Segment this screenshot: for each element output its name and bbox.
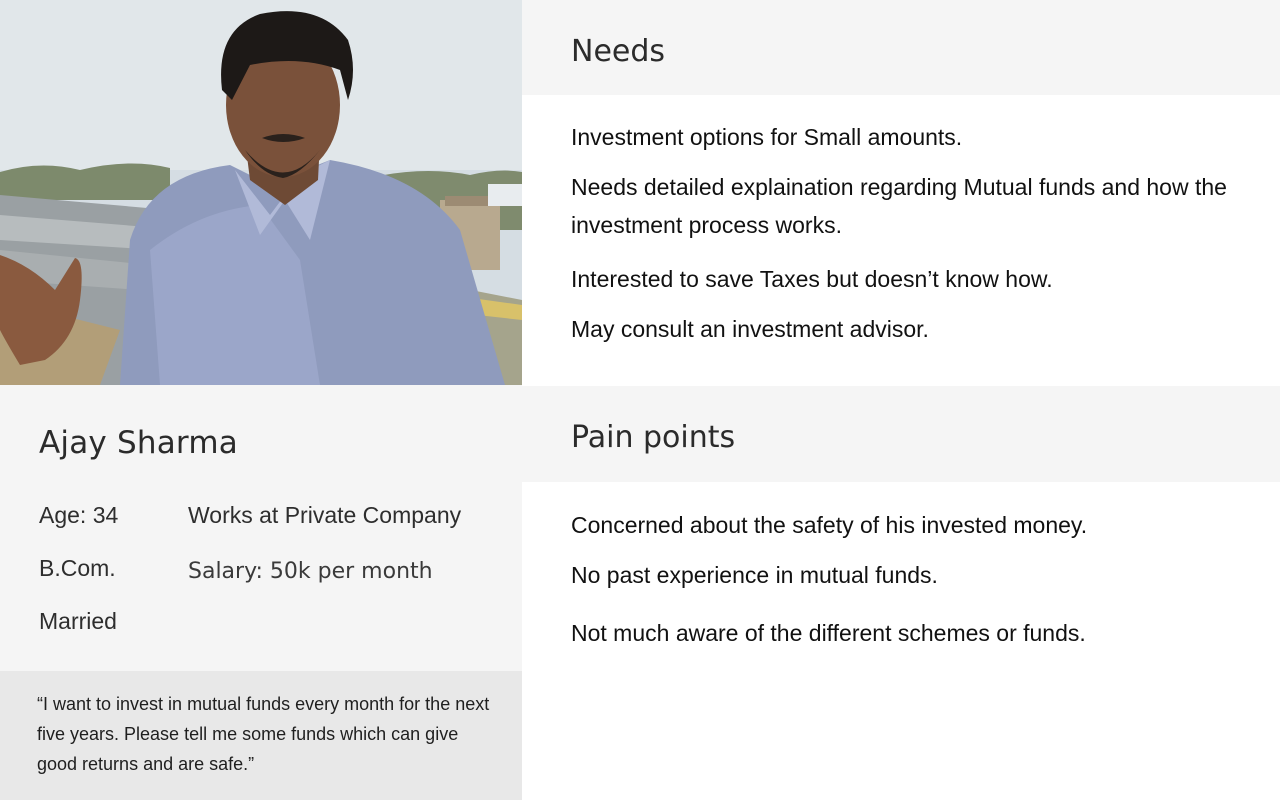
persona-occupation: Works at Private Company	[188, 502, 462, 528]
pain-point-item: Not much aware of the different schemes …	[571, 620, 1086, 646]
needs-item: Interested to save Taxes but doesn’t kno…	[571, 266, 1053, 292]
pain-points-header: Pain points	[522, 386, 1280, 482]
pain-point-item: No past experience in mutual funds.	[571, 562, 938, 588]
persona-profile: Ajay Sharma Age: 34 Works at Private Com…	[0, 385, 522, 671]
needs-item: Needs detailed explaination regarding Mu…	[571, 174, 1227, 238]
persona-photo	[0, 0, 522, 385]
needs-header: Needs	[522, 0, 1280, 95]
persona-quote: “I want to invest in mutual funds every …	[37, 694, 490, 774]
persona-marital-status: Married	[39, 608, 117, 634]
needs-item: May consult an investment advisor.	[571, 316, 929, 342]
needs-heading: Needs	[571, 34, 666, 69]
persona-age: Age: 34	[39, 502, 119, 528]
persona-education: B.Com.	[39, 555, 116, 581]
persona-quote-box: “I want to invest in mutual funds every …	[0, 671, 522, 800]
persona-name: Ajay Sharma	[39, 425, 238, 461]
needs-item: Investment options for Small amounts.	[571, 124, 963, 150]
persona-salary: Salary: 50k per month	[188, 559, 433, 584]
pain-points-heading: Pain points	[571, 420, 736, 455]
pain-point-item: Concerned about the safety of his invest…	[571, 512, 1088, 538]
